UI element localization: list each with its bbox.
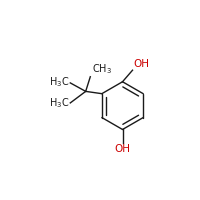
Text: OH: OH — [134, 59, 150, 69]
Text: $\mathregular{H_3C}$: $\mathregular{H_3C}$ — [49, 96, 69, 110]
Text: $\mathregular{H_3C}$: $\mathregular{H_3C}$ — [49, 76, 69, 89]
Text: OH: OH — [115, 144, 131, 154]
Text: $\mathregular{CH_3}$: $\mathregular{CH_3}$ — [92, 62, 112, 76]
